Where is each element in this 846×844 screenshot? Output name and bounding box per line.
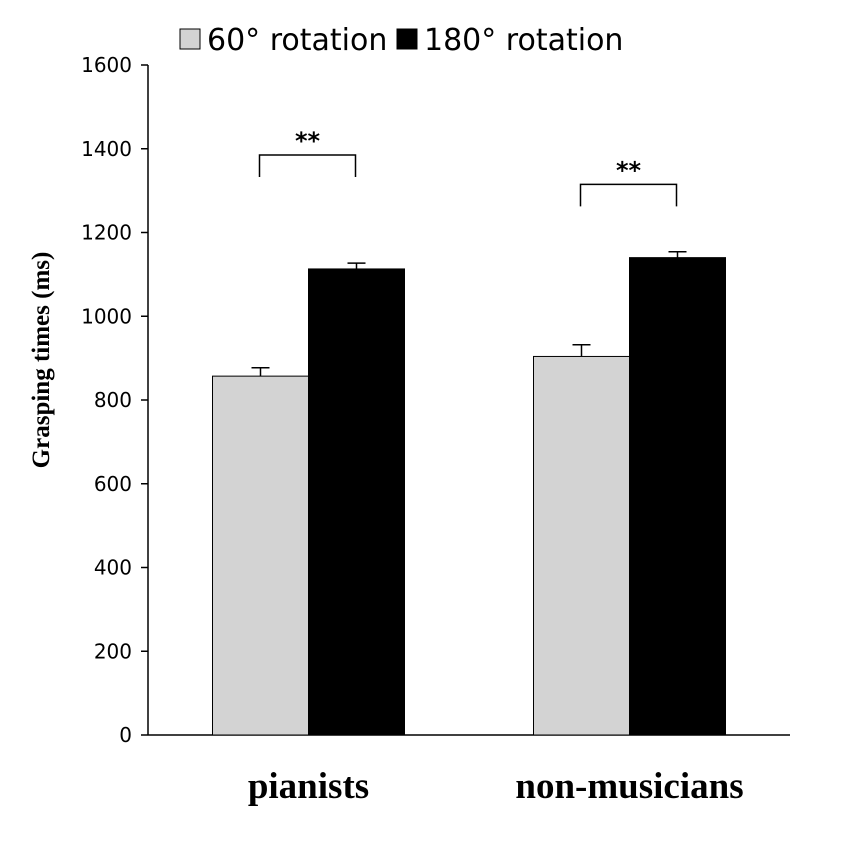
y-tick-label: 0 [119,723,132,747]
bar-dark [629,257,726,736]
bar-dark [308,268,405,736]
y-tick-label: 200 [94,639,132,663]
category-label: pianists [248,766,369,807]
legend-label: 60° rotation [207,23,387,58]
y-tick-label: 400 [94,556,132,580]
bar-light [533,355,630,736]
y-axis-label: Grasping times (ms) [28,252,55,469]
y-tick-label: 1600 [81,53,132,77]
legend-swatch-dark [396,28,418,50]
significance-bracket [579,183,678,207]
significance-bracket [258,154,357,178]
legend-label: 180° rotation [424,23,623,58]
significance-marker: ** [295,127,321,155]
category-label: non-musicians [515,766,743,807]
y-tick-label: 1000 [81,304,132,328]
y-tick-label: 600 [94,472,132,496]
y-tick-label: 1400 [81,137,132,161]
legend-swatch-light [179,28,201,50]
y-tick-label: 800 [94,388,132,412]
y-tick-label: 1200 [81,221,132,245]
significance-marker: ** [616,156,642,184]
bar-light [212,375,309,736]
